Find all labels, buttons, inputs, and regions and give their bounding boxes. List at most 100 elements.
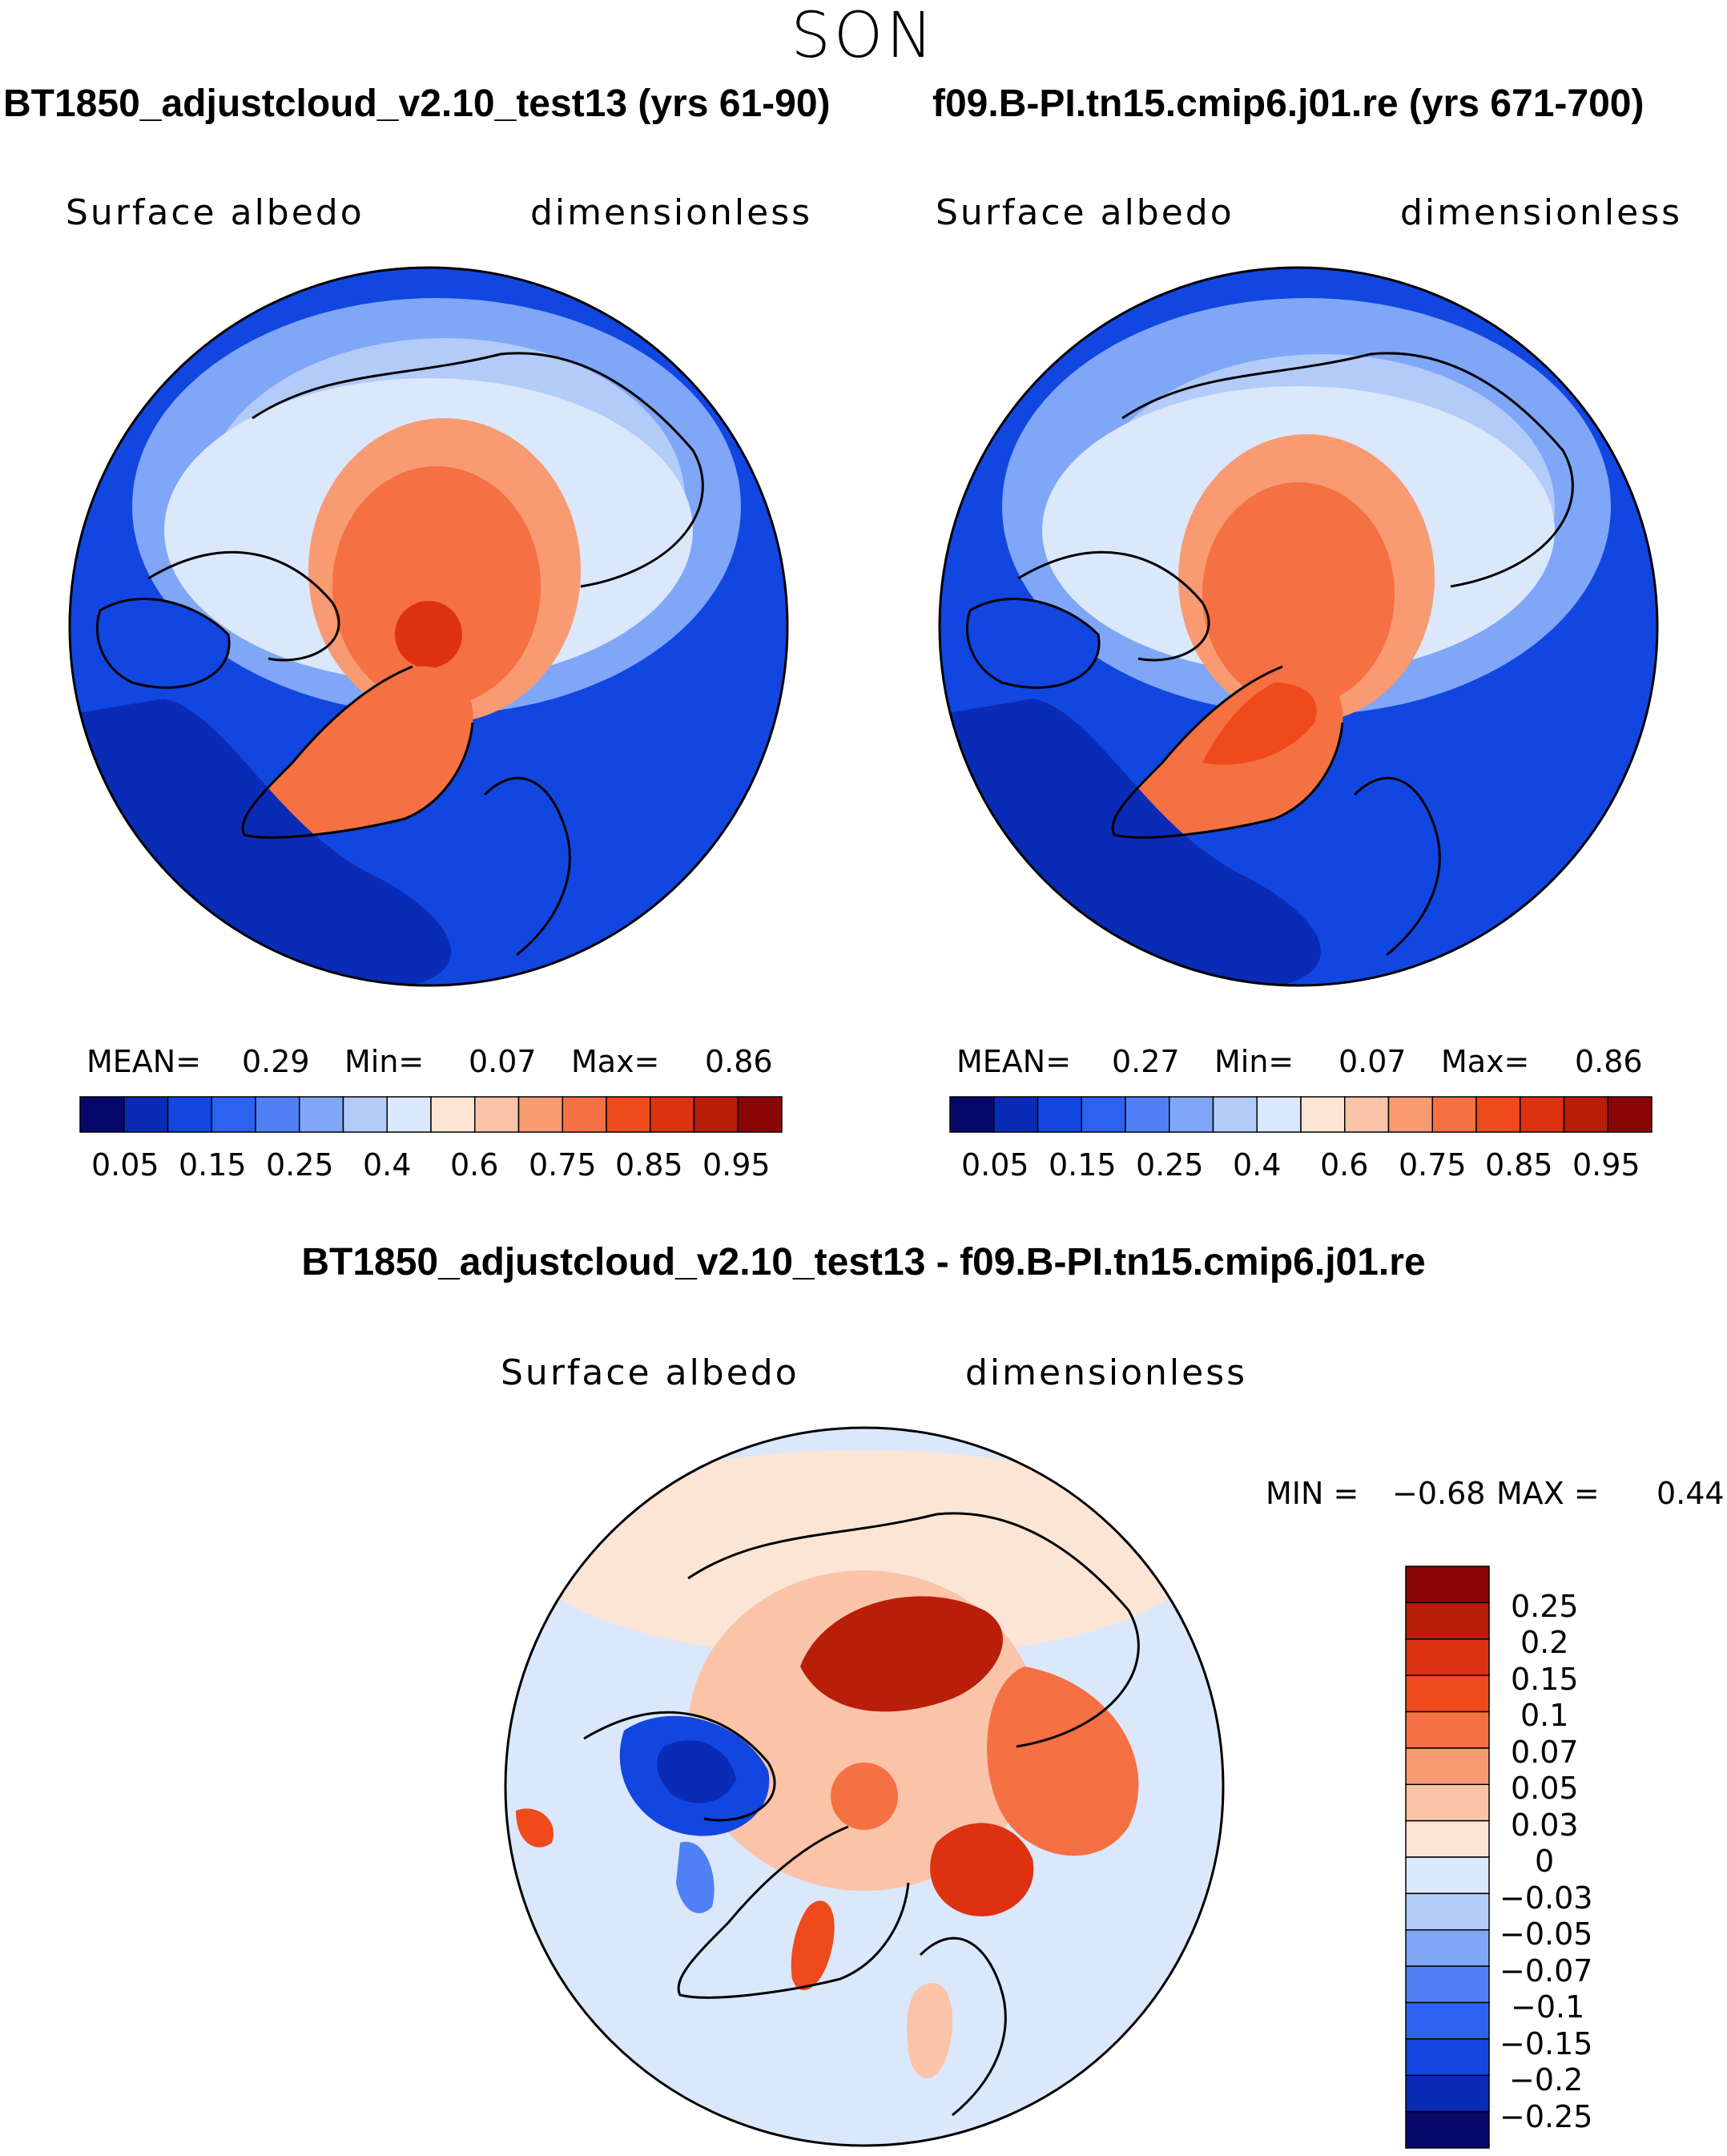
panel3-map xyxy=(504,1426,1225,2147)
panel2-scandinavia-coast xyxy=(1353,776,1441,957)
panel2-colorbar-swatch-10 xyxy=(1344,1096,1390,1133)
panel1-eurasia-coast xyxy=(252,352,704,588)
panel3-colorbar-swatch-14 xyxy=(1405,2038,1490,2076)
panel3-colorbar-swatch-3 xyxy=(1405,1638,1490,1676)
panel3-colorbar-swatch-9 xyxy=(1405,1856,1490,1895)
panel3-greenland-coast xyxy=(677,1825,910,1999)
panel3-tick-4: 0.1 xyxy=(1520,1698,1569,1733)
panel1-colorbar-swatch-11 xyxy=(517,1096,563,1133)
panel1-colorbar-swatch-1 xyxy=(79,1096,125,1133)
panel1-arctic-ice-core xyxy=(332,466,541,707)
panel1-colorbar-swatch-4 xyxy=(211,1096,256,1133)
panel1-colorbar-swatch-2 xyxy=(123,1096,169,1133)
panel3-max-label: MAX = xyxy=(1496,1476,1600,1511)
panel2-tick-4: 0.4 xyxy=(1233,1147,1282,1183)
panel3-min-label: MIN = xyxy=(1266,1476,1359,1511)
panel1-title: BT1850_adjustcloud_v2.10_test13 (yrs 61-… xyxy=(3,83,831,125)
main-title: SON xyxy=(791,0,936,72)
panel3-scandinavia-coast xyxy=(919,1936,1007,2117)
panel3-tick-8: 0 xyxy=(1535,1844,1555,1879)
panel3-colorbar-swatch-12 xyxy=(1405,1965,1490,2004)
panel3-siberia-max xyxy=(800,1596,1003,1712)
panel3-units: dimensionless xyxy=(965,1352,1248,1393)
panel3-colorbar-swatch-10 xyxy=(1405,1892,1490,1931)
panel2-colorbar-swatch-11 xyxy=(1387,1096,1433,1133)
panel2-title: f09.B-PI.tn15.cmip6.j01.re (yrs 671-700) xyxy=(932,83,1644,125)
panel3-colorbar xyxy=(1405,1566,1490,2149)
panel1-colorbar-swatch-6 xyxy=(299,1096,344,1133)
panel2-mean-value: 0.27 xyxy=(1112,1044,1180,1079)
panel2-eurasia-coast xyxy=(1121,352,1574,588)
panel3-scandinavia-positive xyxy=(907,1982,953,2078)
panel2-max-value: 0.86 xyxy=(1575,1044,1643,1079)
panel2-tick-7: 0.85 xyxy=(1485,1147,1553,1183)
panel1-colorbar-swatch-15 xyxy=(693,1096,739,1133)
panel1-pole-max xyxy=(395,601,462,668)
panel3-colorbar-swatch-8 xyxy=(1405,1820,1490,1858)
panel3-baffin-negative xyxy=(676,1841,715,1914)
panel2-colorbar-swatch-3 xyxy=(1037,1096,1082,1133)
panel1-colorbar-swatch-3 xyxy=(167,1096,212,1133)
panel2-colorbar-swatch-6 xyxy=(1169,1096,1214,1133)
panel1-mean-label: MEAN= xyxy=(87,1044,202,1079)
panel2-tick-3: 0.25 xyxy=(1136,1147,1204,1183)
panel1-colorbar-swatch-13 xyxy=(606,1096,651,1133)
panel1-colorbar-swatch-16 xyxy=(737,1096,783,1133)
panel3-pole-positive xyxy=(831,1763,898,1830)
panel3-tick-6: 0.05 xyxy=(1511,1771,1579,1806)
panel3-labrador-positive xyxy=(516,1808,554,1848)
panel2-colorbar-swatch-9 xyxy=(1300,1096,1346,1133)
panel3-colorbar-swatch-13 xyxy=(1405,2001,1490,2040)
panel3-colorbar-swatch-7 xyxy=(1405,1783,1490,1822)
panel1-units: dimensionless xyxy=(530,192,813,233)
panel2-hudson xyxy=(965,598,1101,689)
panel3-colorbar-swatch-6 xyxy=(1405,1747,1490,1785)
panel3-colorbar-swatch-2 xyxy=(1405,1602,1490,1640)
panel3-colorbar-swatch-15 xyxy=(1405,2074,1490,2113)
panel1-canada-coast xyxy=(147,550,340,662)
panel3-greenland-positive xyxy=(791,1900,835,1991)
panel1-tick-2: 0.15 xyxy=(179,1147,247,1183)
panel3-tick-9: −0.03 xyxy=(1500,1880,1593,1916)
panel2-colorbar-swatch-8 xyxy=(1256,1096,1302,1133)
panel1-hudson xyxy=(95,598,231,689)
panel2-colorbar-swatch-16 xyxy=(1607,1096,1653,1133)
panel3-tick-5: 0.07 xyxy=(1511,1735,1579,1770)
panel1-variable: Surface albedo xyxy=(66,192,364,233)
panel1-tick-3: 0.25 xyxy=(266,1147,334,1183)
panel1-tick-5: 0.6 xyxy=(450,1147,499,1183)
panel3-archipelago-deep xyxy=(657,1740,736,1803)
panel1-tick-8: 0.95 xyxy=(702,1147,771,1183)
panel2-map xyxy=(938,266,1659,987)
panel2-colorbar-swatch-15 xyxy=(1563,1096,1608,1133)
panel1-max-label: Max= xyxy=(571,1044,660,1079)
panel2-colorbar-swatch-4 xyxy=(1081,1096,1126,1133)
panel1-colorbar-swatch-5 xyxy=(255,1096,300,1133)
panel3-colorbar-swatch-4 xyxy=(1405,1674,1490,1713)
panel3-min-value: −0.68 xyxy=(1392,1476,1486,1511)
panel2-tick-5: 0.6 xyxy=(1320,1147,1369,1183)
panel2-min-value: 0.07 xyxy=(1339,1044,1407,1079)
panel1-colorbar-swatch-12 xyxy=(562,1096,607,1133)
panel3-tick-1: 0.25 xyxy=(1511,1589,1579,1624)
panel3-colorbar-swatch-16 xyxy=(1405,2110,1490,2149)
panel2-greenland-coast xyxy=(1111,665,1344,839)
panel2-colorbar-swatch-7 xyxy=(1212,1096,1258,1133)
panel1-colorbar-swatch-10 xyxy=(474,1096,520,1133)
panel1-tick-7: 0.85 xyxy=(615,1147,683,1183)
panel3-colorbar-swatch-11 xyxy=(1405,1929,1490,1967)
panel2-variable: Surface albedo xyxy=(936,192,1234,233)
panel1-tick-4: 0.4 xyxy=(363,1147,412,1183)
panel3-max-value: 0.44 xyxy=(1657,1476,1725,1511)
panel3-variable: Surface albedo xyxy=(501,1352,799,1393)
panel1-colorbar-swatch-9 xyxy=(430,1096,476,1133)
panel3-title: BT1850_adjustcloud_v2.10_test13 - f09.B-… xyxy=(301,1241,1426,1284)
panel2-arctic-ice-core xyxy=(1202,482,1395,707)
panel3-tick-14: −0.2 xyxy=(1509,2062,1584,2098)
panel3-colorbar-swatch-5 xyxy=(1405,1711,1490,1749)
panel2-colorbar-swatch-12 xyxy=(1431,1096,1477,1133)
panel1-tick-1: 0.05 xyxy=(91,1147,159,1183)
panel1-mean-value: 0.29 xyxy=(242,1044,310,1079)
panel1-min-value: 0.07 xyxy=(469,1044,537,1079)
panel3-tick-13: −0.15 xyxy=(1500,2026,1593,2061)
